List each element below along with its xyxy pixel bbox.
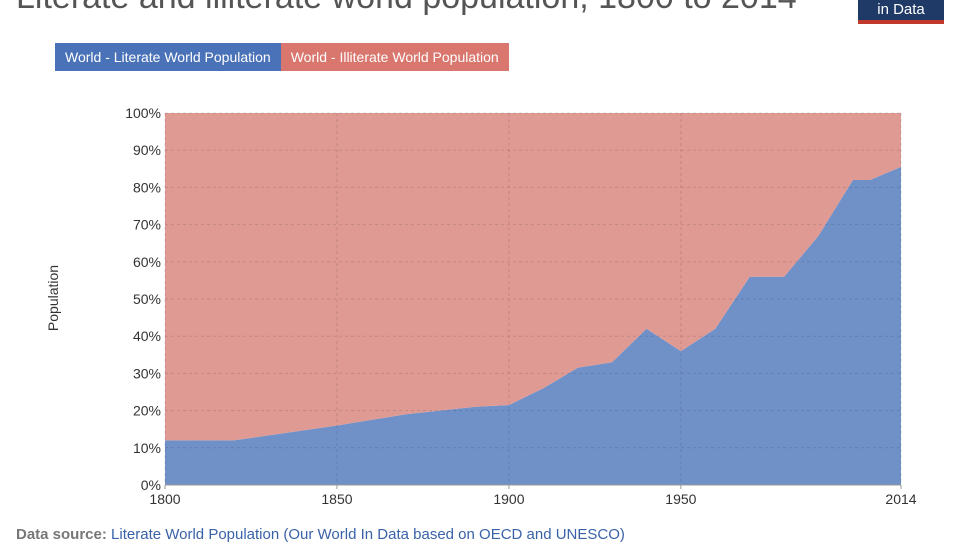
owid-logo: in Data [858, 0, 944, 24]
legend-item-literate[interactable]: World - Literate World Population [55, 43, 281, 71]
y-tick-label: 20% [133, 403, 161, 419]
x-tick-label: 1800 [149, 491, 180, 507]
legend: World - Literate World Population World … [55, 43, 509, 71]
y-tick-label: 70% [133, 217, 161, 233]
y-tick-label: 50% [133, 291, 161, 307]
x-tick-label: 1950 [665, 491, 696, 507]
area-literate[interactable] [165, 166, 901, 485]
areas-layer [165, 113, 901, 485]
y-axis-label: Population [45, 265, 61, 331]
chart-title: Literate and illiterate world population… [16, 0, 797, 17]
data-source-link[interactable]: Literate World Population (Our World In … [111, 526, 625, 543]
area-illiterate[interactable] [165, 113, 901, 441]
legend-item-illiterate[interactable]: World - Illiterate World Population [280, 43, 509, 71]
y-tick-label: 30% [133, 365, 161, 381]
y-tick-label: 0% [141, 477, 161, 493]
data-source: Data source: Literate World Population (… [16, 526, 625, 543]
x-tick-label: 2014 [885, 491, 916, 507]
grid-layer [164, 112, 902, 486]
x-tick-label: 1850 [321, 491, 352, 507]
y-tick-label: 90% [133, 142, 161, 158]
y-tick-label: 100% [125, 105, 161, 121]
x-tick-layer: 1800 1850 1900 1950 2014 [149, 485, 917, 507]
x-tick-label: 1900 [493, 491, 524, 507]
y-tick-label: 60% [133, 254, 161, 270]
data-source-label: Data source: [16, 526, 107, 543]
y-tick-layer: 0% 10% 20% 30% 40% 50% 60% 70% 80% 90% 100% [125, 105, 161, 493]
y-tick-label: 40% [133, 328, 161, 344]
y-tick-label: 80% [133, 179, 161, 195]
y-tick-label: 10% [133, 440, 161, 456]
